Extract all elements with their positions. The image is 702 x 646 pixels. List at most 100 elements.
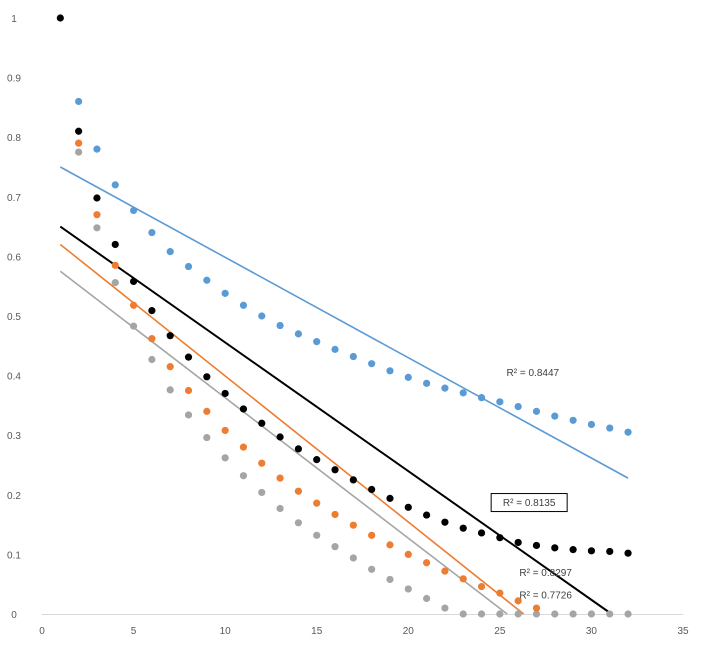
data-point-gray	[514, 610, 522, 618]
data-point-orange	[184, 386, 193, 395]
data-point-black	[148, 307, 156, 315]
data-point-black	[56, 14, 64, 22]
data-point-blue	[349, 352, 357, 361]
data-point-blue	[75, 97, 83, 106]
data-point-blue	[148, 228, 156, 237]
data-point-black	[166, 332, 174, 340]
data-point-gray	[459, 610, 467, 618]
data-point-blue	[294, 330, 302, 338]
data-point-orange	[166, 363, 174, 371]
trendline-black	[59, 225, 613, 615]
r-squared-label-orange: R² = 0.8297	[519, 568, 572, 579]
data-point-orange	[93, 211, 101, 219]
data-point-blue	[221, 289, 229, 297]
x-tick-label: 20	[403, 626, 415, 637]
data-point-orange	[514, 597, 522, 605]
trendline-blue	[59, 166, 629, 479]
data-point-orange	[423, 559, 431, 567]
data-point-black	[404, 503, 412, 511]
data-point-blue	[93, 145, 101, 153]
r-squared-box-black	[490, 493, 568, 513]
data-point-orange	[203, 407, 211, 415]
data-point-gray	[166, 386, 174, 394]
data-point-orange	[276, 474, 284, 482]
data-point-black	[294, 445, 302, 453]
data-point-orange	[148, 335, 156, 343]
data-point-gray	[606, 610, 614, 618]
data-point-black	[239, 405, 248, 413]
data-point-gray	[221, 454, 229, 462]
x-tick-label: 25	[494, 626, 506, 637]
data-point-blue	[276, 321, 284, 330]
data-point-gray	[368, 565, 376, 573]
y-tick-label: 0.4	[7, 372, 21, 383]
data-point-blue	[477, 394, 486, 402]
y-tick-label: 0.8	[7, 133, 21, 144]
data-point-gray	[184, 411, 193, 419]
data-point-blue	[184, 262, 193, 271]
data-point-gray	[313, 531, 321, 539]
data-point-black	[221, 389, 229, 398]
data-point-orange	[368, 531, 376, 539]
data-point-gray	[111, 279, 119, 287]
y-tick-label: 0.9	[7, 74, 21, 85]
data-point-black	[423, 511, 431, 519]
data-point-black	[477, 529, 486, 537]
data-point-gray	[349, 554, 357, 562]
data-point-blue	[404, 373, 412, 381]
data-point-black	[459, 524, 467, 532]
data-point-gray	[93, 224, 101, 232]
data-point-black	[386, 494, 394, 502]
x-tick-label: 30	[586, 626, 598, 637]
data-point-blue	[368, 360, 376, 368]
data-point-gray	[477, 610, 486, 618]
data-point-blue	[459, 389, 467, 397]
data-point-gray	[75, 148, 83, 156]
data-point-blue	[423, 379, 431, 387]
data-point-gray	[551, 610, 559, 618]
data-point-blue	[239, 301, 248, 309]
x-tick-label: 35	[677, 626, 689, 637]
data-point-gray	[624, 610, 632, 618]
data-point-black	[313, 456, 321, 464]
trendline-orange	[59, 243, 525, 615]
data-point-blue	[587, 420, 596, 429]
x-tick-label: 0	[39, 626, 45, 637]
data-point-blue	[624, 428, 632, 436]
data-point-orange	[477, 582, 486, 591]
data-point-black	[532, 541, 541, 550]
r-squared-label-blue: R² = 0.8447	[507, 368, 560, 379]
data-point-black	[587, 547, 596, 555]
data-point-orange	[349, 521, 357, 529]
x-tick-label: 5	[131, 626, 137, 637]
data-point-blue	[313, 338, 321, 346]
data-point-black	[514, 538, 522, 547]
y-tick-label: 0.3	[7, 431, 21, 442]
data-point-gray	[441, 604, 449, 612]
data-point-gray	[532, 610, 541, 618]
data-point-orange	[313, 499, 321, 507]
data-point-gray	[239, 472, 248, 480]
data-point-gray	[386, 575, 394, 584]
data-point-gray	[331, 543, 339, 551]
data-point-black	[606, 547, 614, 556]
data-point-gray	[423, 594, 431, 603]
data-point-blue	[129, 206, 138, 215]
data-point-black	[368, 485, 376, 494]
y-tick-label: 0.5	[7, 312, 21, 323]
data-point-layer	[56, 14, 632, 618]
data-point-gray	[276, 504, 284, 513]
trendline-gray	[59, 270, 508, 615]
data-point-gray	[129, 322, 138, 330]
x-tick-label: 15	[311, 626, 323, 637]
data-point-blue	[496, 398, 504, 406]
y-tick-label: 0	[11, 610, 17, 621]
data-point-black	[203, 373, 211, 381]
data-point-blue	[441, 384, 449, 392]
y-tick-label: 0.6	[7, 252, 21, 263]
data-point-orange	[496, 589, 504, 597]
y-tick-label: 1	[11, 14, 17, 25]
x-tick-label: 10	[220, 626, 232, 637]
